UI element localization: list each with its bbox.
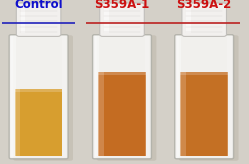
Bar [192,30,217,36]
Bar [95,36,99,157]
FancyBboxPatch shape [175,35,234,159]
Bar [98,72,146,156]
Bar [180,72,228,75]
Bar [15,89,62,92]
Text: Control: Control [14,0,63,11]
Bar [180,72,186,156]
FancyBboxPatch shape [100,3,144,36]
Bar [98,72,104,156]
FancyBboxPatch shape [16,3,61,36]
Bar [227,36,232,157]
Text: S359A-1: S359A-1 [94,0,150,11]
Bar [98,72,146,75]
FancyBboxPatch shape [9,35,68,159]
FancyBboxPatch shape [97,35,156,161]
Bar [15,89,20,156]
Bar [62,36,66,157]
Bar [104,7,109,33]
Bar [180,72,228,156]
Bar [20,7,25,33]
FancyBboxPatch shape [175,35,234,159]
Bar [15,89,62,156]
FancyBboxPatch shape [93,35,151,159]
FancyBboxPatch shape [179,35,239,161]
Bar [145,36,149,157]
FancyBboxPatch shape [182,3,227,36]
Bar [110,30,134,36]
Bar [177,36,181,157]
Bar [186,7,191,33]
Text: S359A-2: S359A-2 [177,0,232,11]
FancyBboxPatch shape [13,35,73,161]
Bar [11,36,16,157]
Bar [26,30,51,36]
FancyBboxPatch shape [93,35,151,159]
FancyBboxPatch shape [9,35,68,159]
